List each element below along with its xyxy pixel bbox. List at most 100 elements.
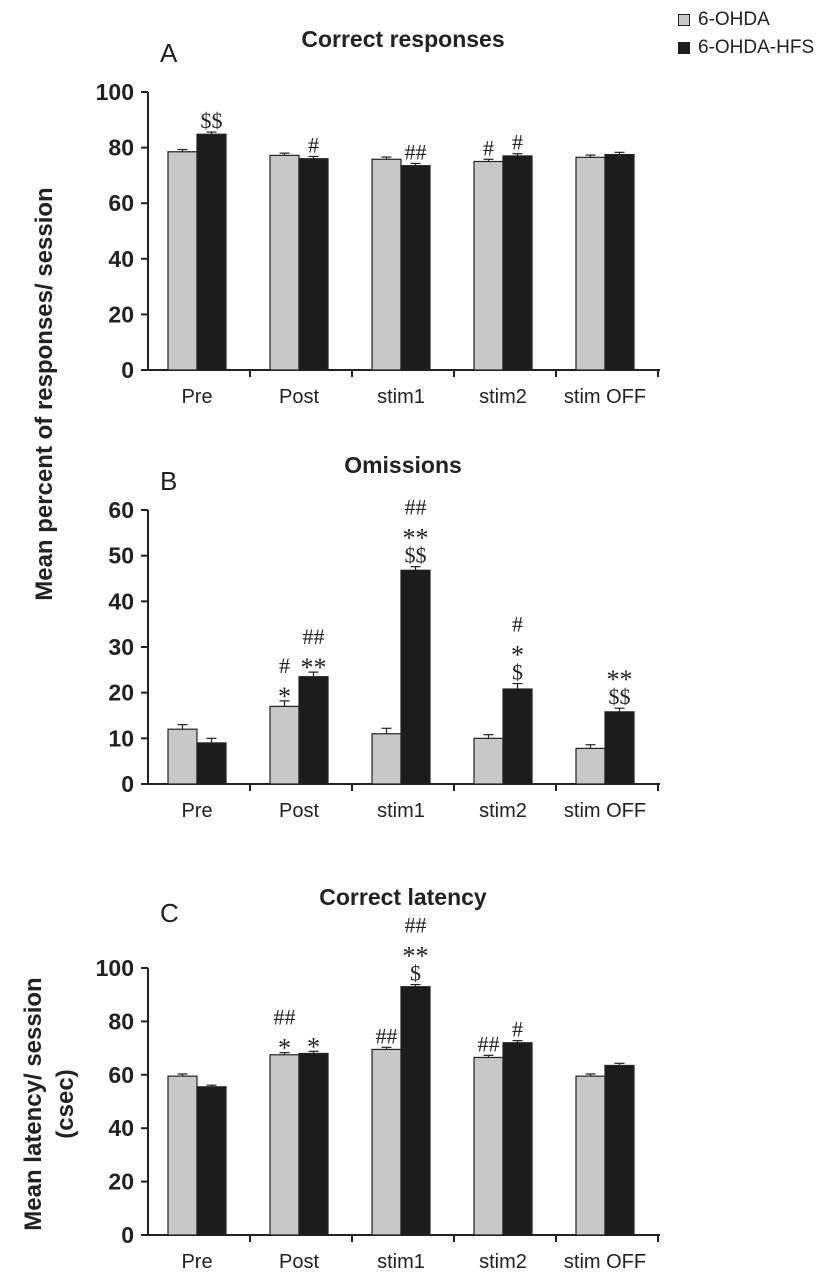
bar: [502, 688, 533, 785]
x-tick-label: stim1: [377, 800, 425, 822]
significance-label: **: [403, 524, 429, 553]
bar: [371, 1048, 402, 1236]
y-tick-label: 80: [108, 1008, 134, 1034]
significance-label: #: [512, 612, 523, 637]
bar: [575, 747, 606, 785]
x-tick-label: stim2: [479, 1251, 527, 1273]
y-tick-label: 0: [121, 771, 134, 797]
y-tick-label: 20: [108, 680, 134, 706]
y-tick-label: 50: [108, 543, 134, 569]
significance-label: $: [512, 660, 523, 685]
y-tick-label: 20: [108, 1169, 134, 1195]
x-tick-label: stim2: [479, 800, 527, 822]
significance-label: ##: [478, 1031, 500, 1056]
significance-label: $$: [405, 543, 427, 568]
panel-letter-c: C: [160, 898, 179, 928]
significance-label: #: [308, 132, 319, 157]
legend-label: 6-OHDA: [698, 9, 770, 30]
y-tick-label: 100: [96, 955, 134, 981]
legend-item: 6-OHDA: [678, 6, 814, 34]
significance-label: $$: [609, 684, 631, 709]
bar: [502, 1042, 533, 1236]
significance-label: #: [279, 653, 290, 678]
x-tick-label: stim1: [377, 1251, 425, 1273]
x-tick-label: stim2: [479, 386, 527, 408]
x-tick-label: stim OFF: [564, 1251, 646, 1273]
significance-label: **: [403, 942, 429, 971]
y-tick-label: 0: [121, 1222, 134, 1248]
y-tick-label: 20: [108, 301, 134, 327]
significance-label: *: [307, 1032, 320, 1061]
significance-label: ##: [405, 495, 427, 520]
bar: [269, 1054, 300, 1236]
bar: [298, 158, 329, 371]
legend-item: 6-OHDA-HFS: [678, 34, 814, 62]
bar: [604, 711, 635, 785]
significance-label: #: [512, 1017, 523, 1042]
y-tick-label: 40: [108, 246, 134, 272]
y-tick-label: 40: [108, 1115, 134, 1141]
bar: [196, 742, 227, 785]
significance-label: ##: [405, 139, 427, 164]
bar: [167, 728, 198, 785]
significance-label: ##: [303, 624, 325, 649]
bar: [502, 155, 533, 371]
y-tick-label: 60: [108, 190, 134, 216]
x-tick-label: stim OFF: [564, 800, 646, 822]
bar: [298, 1052, 329, 1236]
y-tick-label: 60: [108, 497, 134, 523]
bar: [604, 1064, 635, 1236]
bar: [196, 1086, 227, 1236]
bar: [269, 154, 300, 371]
y-tick-label: 40: [108, 588, 134, 614]
bar: [400, 986, 431, 1236]
x-tick-label: Pre: [181, 800, 212, 822]
x-tick-label: Post: [279, 386, 319, 408]
significance-label: *: [278, 1034, 291, 1063]
bar: [400, 165, 431, 371]
y-tick-label: 0: [121, 357, 134, 383]
bar: [371, 733, 402, 785]
bar: [196, 133, 227, 371]
significance-label: #: [512, 130, 523, 155]
panel-letter-b: B: [160, 466, 178, 496]
significance-label: *: [511, 641, 524, 670]
significance-label: ##: [274, 1005, 296, 1030]
bar: [473, 1056, 504, 1236]
x-tick-label: stim1: [377, 386, 425, 408]
legend: 6-OHDA 6-OHDA-HFS: [678, 6, 814, 62]
bar: [371, 158, 402, 371]
significance-label: *: [278, 682, 291, 711]
x-tick-label: stim OFF: [564, 386, 646, 408]
x-tick-label: Post: [279, 1251, 319, 1273]
y-tick-label: 10: [108, 725, 134, 751]
chart-title-a: Correct responses: [301, 26, 505, 52]
x-tick-label: Pre: [181, 386, 212, 408]
significance-label: ##: [376, 1023, 398, 1048]
y-tick-label: 30: [108, 634, 134, 660]
significance-label: $$: [201, 108, 223, 133]
bar: [400, 569, 431, 785]
bar: [298, 676, 329, 785]
x-tick-label: Post: [279, 800, 319, 822]
legend-label: 6-OHDA-HFS: [698, 37, 815, 58]
significance-label: ##: [405, 913, 427, 938]
legend-swatch-6-ohda: [678, 14, 690, 26]
y-tick-label: 100: [96, 79, 134, 105]
significance-label: **: [607, 665, 633, 694]
significance-label: $: [410, 961, 421, 986]
significance-label: **: [301, 653, 327, 682]
bar: [167, 151, 198, 371]
x-tick-label: Pre: [181, 1251, 212, 1273]
bar: [473, 737, 504, 785]
y-tick-label: 80: [108, 135, 134, 161]
bar: [473, 160, 504, 371]
significance-label: #: [483, 135, 494, 160]
panel-letter-a: A: [160, 38, 178, 68]
y-tick-label: 60: [108, 1062, 134, 1088]
chart-title-b: Omissions: [344, 452, 462, 478]
bar: [604, 153, 635, 371]
bar: [269, 705, 300, 785]
bar: [575, 1075, 606, 1236]
